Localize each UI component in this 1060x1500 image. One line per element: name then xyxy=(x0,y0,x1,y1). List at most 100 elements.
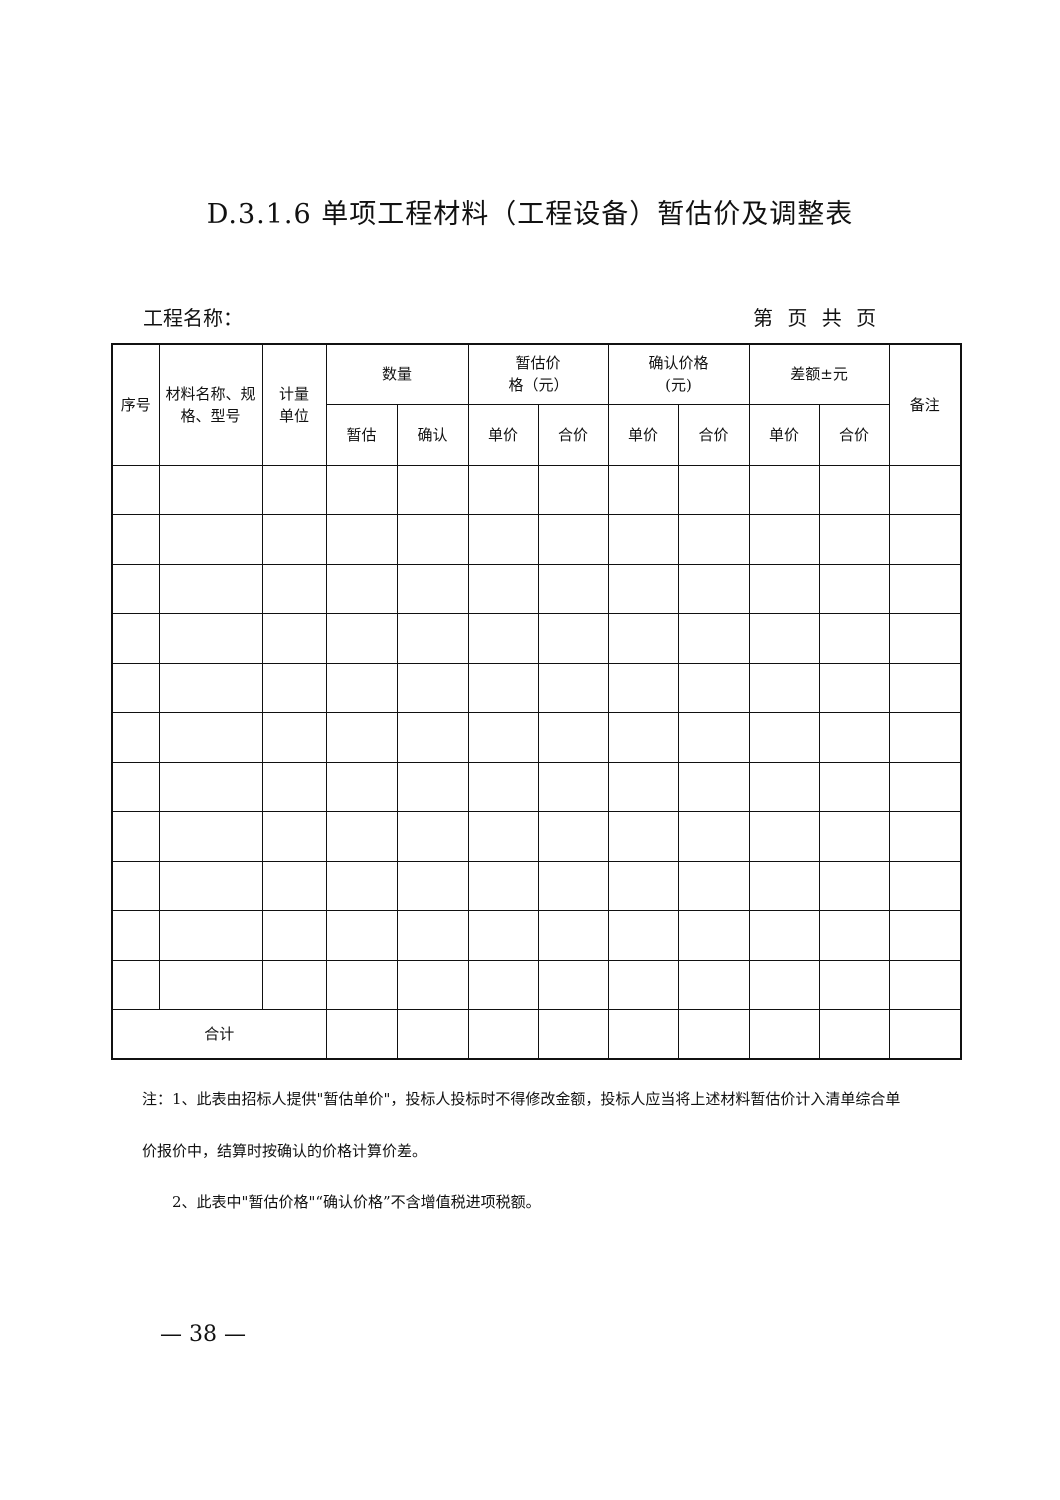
table-cell xyxy=(396,514,469,565)
table-cell xyxy=(888,860,962,911)
header-seq: 序号 xyxy=(111,343,160,466)
table-row xyxy=(111,712,962,763)
table-cell xyxy=(888,563,962,614)
table-cell xyxy=(467,464,539,515)
table-cell xyxy=(467,662,539,713)
table-cell xyxy=(158,613,263,664)
table-cell xyxy=(818,464,890,515)
table-cell xyxy=(818,811,890,862)
table-cell xyxy=(537,662,609,713)
table-cell xyxy=(748,811,820,862)
table-cell xyxy=(396,910,469,961)
table-cell xyxy=(261,613,327,664)
table-cell xyxy=(261,662,327,713)
table-cell xyxy=(261,860,327,911)
table-cell xyxy=(158,959,263,1010)
subheader-diff-total-price: 合价 xyxy=(818,403,890,466)
note-line-3: 2、此表中"暂估价格"“确认价格”不含增值税进项税额。 xyxy=(172,1193,541,1211)
table-cell xyxy=(748,761,820,812)
table-cell xyxy=(607,910,679,961)
table-cell xyxy=(396,860,469,911)
table-cell xyxy=(467,811,539,862)
table-cell xyxy=(111,712,160,763)
table-cell xyxy=(158,712,263,763)
table-cell xyxy=(607,959,679,1010)
table-cell xyxy=(158,910,263,961)
table-row xyxy=(111,761,962,812)
table-cell xyxy=(888,613,962,664)
table-cell xyxy=(158,811,263,862)
subheader-confirmed-qty: 确认 xyxy=(396,403,469,466)
total-cell xyxy=(818,1009,890,1060)
table-cell xyxy=(261,712,327,763)
table-cell xyxy=(111,563,160,614)
table-cell xyxy=(158,662,263,713)
table-cell xyxy=(325,811,398,862)
table-cell xyxy=(467,910,539,961)
table-row xyxy=(111,662,962,713)
table-cell xyxy=(396,811,469,862)
table-cell xyxy=(537,761,609,812)
table-cell xyxy=(748,712,820,763)
subheader-conf-total-price: 合价 xyxy=(677,403,750,466)
table-cell xyxy=(677,563,750,614)
total-cell xyxy=(537,1009,609,1060)
table-cell xyxy=(537,563,609,614)
table-cell xyxy=(748,514,820,565)
table-cell xyxy=(607,811,679,862)
table-cell xyxy=(261,811,327,862)
table-cell xyxy=(325,959,398,1010)
header-material: 材料名称、规格、型号 xyxy=(158,343,263,466)
table-cell xyxy=(888,761,962,812)
table-cell xyxy=(261,910,327,961)
table-cell xyxy=(261,761,327,812)
table-cell xyxy=(467,613,539,664)
table-cell xyxy=(467,514,539,565)
total-cell xyxy=(748,1009,820,1060)
subheader-est-total-price: 合价 xyxy=(537,403,609,466)
total-row: 合计 xyxy=(111,1009,962,1060)
table-cell xyxy=(677,959,750,1010)
table-cell xyxy=(818,514,890,565)
table-cell xyxy=(537,464,609,515)
subheader-estimated-qty: 暂估 xyxy=(325,403,398,466)
table-cell xyxy=(677,613,750,664)
table-cell xyxy=(607,514,679,565)
table-cell xyxy=(325,761,398,812)
table-cell xyxy=(607,662,679,713)
table-cell xyxy=(888,464,962,515)
table-cell xyxy=(888,959,962,1010)
table-row xyxy=(111,910,962,961)
table-cell xyxy=(888,910,962,961)
total-cell xyxy=(677,1009,750,1060)
table-cell xyxy=(396,662,469,713)
table-cell xyxy=(467,959,539,1010)
table-cell xyxy=(325,514,398,565)
table-cell xyxy=(537,860,609,911)
table-cell xyxy=(325,563,398,614)
total-cell xyxy=(325,1009,398,1060)
table-cell xyxy=(537,811,609,862)
table-cell xyxy=(677,662,750,713)
table-cell xyxy=(748,860,820,911)
table-cell xyxy=(325,464,398,515)
table-row xyxy=(111,563,962,614)
table-cell xyxy=(607,712,679,763)
table-cell xyxy=(888,712,962,763)
table-cell xyxy=(537,514,609,565)
table-cell xyxy=(888,811,962,862)
table-row xyxy=(111,514,962,565)
table-cell xyxy=(158,514,263,565)
table-cell xyxy=(158,860,263,911)
table-row xyxy=(111,464,962,515)
page-title: D.3.1.6 单项工程材料（工程设备）暂估价及调整表 xyxy=(206,199,854,230)
total-label: 合计 xyxy=(111,1009,327,1060)
table-cell xyxy=(111,613,160,664)
table-cell xyxy=(325,662,398,713)
table-cell xyxy=(467,563,539,614)
header-remark: 备注 xyxy=(888,343,962,466)
table-cell xyxy=(607,464,679,515)
table-cell xyxy=(677,514,750,565)
table-cell xyxy=(748,959,820,1010)
table-cell xyxy=(748,464,820,515)
